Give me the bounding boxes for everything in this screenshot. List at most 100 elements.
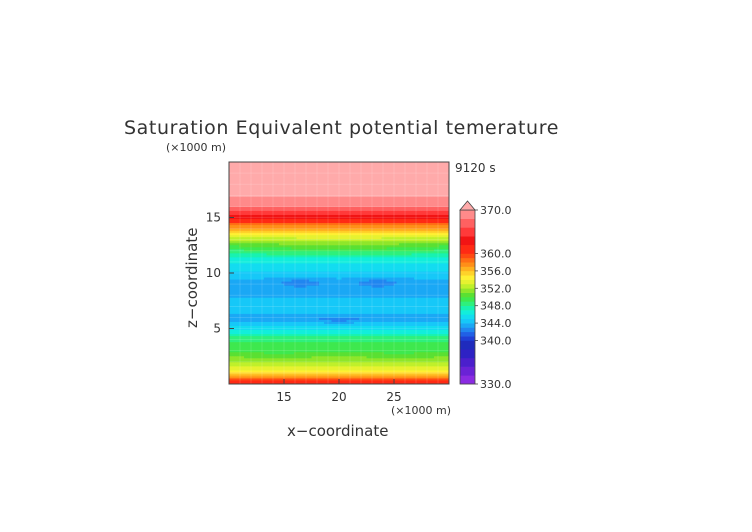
contour-cell — [386, 289, 390, 292]
contour-cell — [419, 371, 422, 375]
contour-cell — [296, 349, 300, 353]
contour-cell — [364, 337, 367, 341]
contour-cell — [436, 275, 440, 278]
contour-cell — [374, 353, 377, 357]
contour-cell — [321, 347, 325, 351]
contour-cell — [399, 359, 402, 363]
contour-cell — [391, 347, 395, 351]
contour-cell — [276, 319, 280, 322]
contour-cell — [281, 333, 285, 337]
contour-cell — [386, 311, 390, 314]
contour-cell — [339, 321, 342, 324]
contour-cell — [409, 311, 412, 314]
contour-cell — [389, 293, 392, 296]
contour-cell — [286, 353, 290, 357]
contour-cell — [236, 357, 240, 361]
contour-cell — [294, 323, 297, 326]
contour-cell — [279, 343, 282, 347]
contour-cell — [229, 277, 232, 280]
contour-cell — [254, 293, 257, 296]
contour-cell — [244, 339, 247, 343]
contour-cell — [339, 339, 342, 343]
contour-cell — [364, 319, 367, 322]
contour-cell — [311, 295, 315, 298]
contour-cell — [416, 375, 420, 379]
contour-cell — [366, 285, 370, 288]
contour-cell — [389, 275, 392, 278]
contour-cell — [311, 357, 315, 361]
contour-cell — [231, 371, 235, 375]
contour-cell — [246, 335, 250, 339]
contour-cell — [284, 353, 287, 357]
contour-cell — [309, 357, 312, 361]
contour-cell — [279, 273, 282, 276]
contour-cell — [254, 341, 257, 345]
contour-cell — [294, 311, 297, 314]
contour-cell — [389, 291, 392, 294]
contour-cell — [444, 317, 447, 320]
contour-cell — [256, 291, 260, 294]
contour-cell — [381, 315, 385, 318]
contour-cell — [324, 277, 327, 280]
contour-cell — [249, 377, 252, 381]
contour-cell — [431, 347, 435, 351]
contour-cell — [296, 333, 300, 337]
contour-cell — [349, 277, 352, 280]
contour-cell — [391, 381, 395, 384]
contour-cell — [364, 325, 367, 328]
contour-cell — [279, 357, 282, 361]
contour-cell — [361, 341, 365, 345]
contour-cell — [439, 277, 442, 280]
contour-cell — [359, 307, 362, 310]
contour-cell — [409, 327, 412, 331]
contour-cell — [429, 273, 432, 276]
contour-cell — [434, 317, 437, 320]
contour-cell — [256, 277, 260, 280]
contour-cell — [289, 321, 292, 324]
contour-cell — [309, 305, 312, 308]
contour-cell — [246, 285, 250, 288]
contour-cell — [306, 268, 310, 272]
contour-cell — [276, 345, 280, 349]
contour-cell — [256, 381, 260, 384]
contour-cell — [319, 373, 322, 377]
contour-cell — [246, 315, 250, 318]
contour-cell — [239, 335, 242, 339]
contour-cell — [301, 273, 305, 276]
contour-cell — [384, 381, 387, 384]
contour-cell — [289, 305, 292, 308]
contour-cell — [319, 307, 322, 310]
contour-cell — [396, 327, 400, 331]
contour-cell — [344, 367, 347, 371]
contour-cell — [436, 297, 440, 300]
contour-cell — [429, 283, 432, 286]
contour-cell — [239, 349, 242, 353]
contour-cell — [319, 355, 322, 359]
contour-cell — [379, 321, 382, 324]
contour-cell — [344, 351, 347, 355]
contour-cell — [349, 315, 352, 318]
contour-cell — [421, 343, 425, 347]
contour-cell — [319, 277, 322, 280]
contour-cell — [316, 275, 320, 278]
contour-cell — [246, 293, 250, 296]
contour-cell — [376, 337, 380, 341]
contour-cell — [346, 323, 350, 326]
contour-cell — [356, 325, 360, 328]
contour-cell — [381, 341, 385, 345]
contour-cell — [386, 321, 390, 324]
contour-cell — [416, 279, 420, 282]
contour-cell — [236, 273, 240, 276]
contour-cell — [414, 335, 417, 339]
contour-cell — [379, 281, 382, 284]
contour-cell — [354, 337, 357, 341]
contour-cell — [321, 333, 325, 337]
contour-cell — [299, 321, 302, 324]
contour-cell — [241, 371, 245, 375]
contour-cell — [426, 270, 430, 274]
contour-cell — [434, 323, 437, 326]
contour-cell — [376, 297, 380, 300]
contour-cell — [246, 268, 250, 272]
contour-cell — [344, 341, 347, 345]
contour-cell — [239, 317, 242, 320]
